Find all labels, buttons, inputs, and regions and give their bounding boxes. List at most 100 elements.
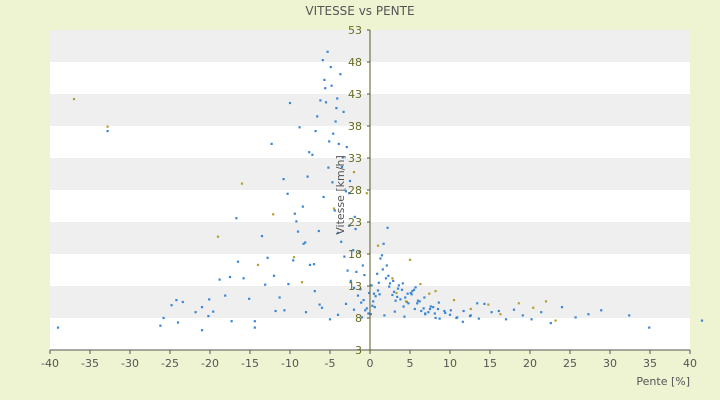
data-point	[332, 207, 336, 210]
data-point	[469, 307, 472, 311]
data-point	[336, 231, 340, 234]
data-point	[336, 97, 339, 100]
data-point	[512, 308, 516, 311]
y-tick-label: 43	[348, 88, 362, 101]
data-point	[407, 302, 410, 305]
data-point	[397, 284, 400, 287]
data-point	[434, 316, 437, 320]
y-tick-label: 53	[348, 24, 362, 37]
data-point	[253, 326, 256, 329]
data-point	[530, 318, 533, 321]
data-point	[406, 292, 409, 295]
data-point	[380, 254, 384, 257]
data-point	[448, 313, 452, 316]
data-point	[587, 313, 590, 316]
data-point	[368, 291, 371, 295]
data-point	[408, 258, 412, 261]
data-point	[300, 281, 304, 284]
data-point	[320, 306, 324, 309]
data-point	[403, 315, 406, 318]
data-point	[256, 263, 260, 266]
data-point	[396, 287, 400, 290]
y-tick-label: 8	[355, 312, 362, 325]
data-point	[392, 279, 395, 282]
data-point	[253, 320, 256, 323]
data-point	[483, 302, 486, 305]
data-point	[359, 288, 362, 291]
data-point	[348, 192, 351, 195]
data-point	[418, 300, 421, 303]
data-point	[342, 110, 345, 113]
data-point	[212, 310, 215, 313]
data-point	[452, 299, 456, 302]
data-point	[476, 302, 479, 305]
data-point	[560, 306, 564, 309]
data-point	[302, 242, 305, 245]
data-point	[292, 256, 296, 259]
data-point	[356, 294, 360, 297]
data-point	[409, 291, 412, 295]
data-point	[224, 294, 227, 297]
data-point	[386, 226, 389, 229]
y-tick-label: 18	[348, 248, 362, 261]
data-point	[428, 307, 432, 311]
y-tick-label: 13	[348, 280, 362, 293]
data-point	[162, 316, 165, 320]
data-point	[372, 292, 376, 295]
data-point	[385, 264, 388, 267]
data-point	[391, 277, 394, 280]
data-point	[544, 300, 548, 303]
x-tick-label: -25	[161, 357, 179, 370]
data-point	[412, 288, 416, 291]
data-point	[181, 300, 184, 304]
data-point	[324, 101, 328, 104]
data-point	[449, 309, 452, 312]
y-tick-label: 23	[348, 216, 362, 229]
data-point	[317, 229, 320, 233]
data-point	[424, 312, 427, 315]
data-point	[353, 215, 356, 218]
y-tick-label: 3	[355, 344, 362, 357]
data-point	[270, 142, 273, 145]
data-point	[490, 311, 493, 314]
data-point	[423, 296, 426, 299]
data-point	[388, 285, 391, 288]
data-point	[296, 230, 300, 233]
data-point	[477, 317, 480, 320]
data-point	[339, 73, 342, 76]
data-point	[549, 322, 552, 325]
data-point	[429, 305, 432, 308]
data-point	[170, 304, 173, 307]
x-tick-label: 5	[407, 357, 414, 370]
data-point	[404, 300, 408, 303]
data-point	[343, 255, 346, 258]
data-point	[378, 293, 381, 296]
data-point	[293, 212, 296, 215]
data-point	[175, 299, 178, 302]
data-point	[521, 314, 524, 317]
data-point	[394, 299, 397, 302]
data-point	[352, 286, 356, 289]
data-point	[335, 107, 338, 110]
data-point	[455, 316, 458, 320]
data-point	[272, 274, 276, 277]
data-point	[434, 290, 437, 293]
x-tick-label: -40	[41, 357, 59, 370]
data-point	[106, 130, 109, 133]
data-point	[242, 277, 245, 280]
data-point	[216, 235, 220, 238]
data-point	[230, 320, 233, 323]
data-point	[304, 311, 308, 314]
data-point	[333, 209, 336, 212]
data-point	[365, 192, 368, 195]
data-point	[377, 281, 380, 284]
data-point	[499, 313, 502, 316]
data-point	[361, 264, 364, 267]
data-point	[311, 153, 314, 156]
data-point	[387, 274, 390, 277]
data-point	[354, 227, 357, 231]
data-point	[56, 326, 60, 329]
data-point	[414, 286, 417, 289]
y-tick-label: 33	[348, 152, 362, 165]
data-point	[388, 282, 392, 285]
